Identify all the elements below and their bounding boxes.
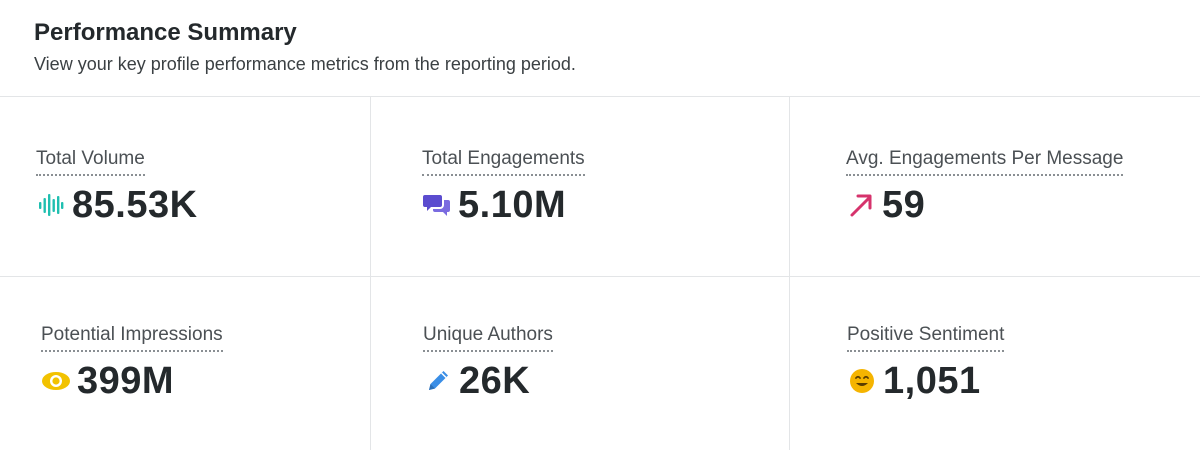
trend-arrow-up-icon [846,190,876,220]
metric-label[interactable]: Positive Sentiment [847,323,1005,352]
metric-value: 85.53K [72,184,198,226]
metric-card-total-volume: Total Volume [0,97,371,277]
metric-card-potential-impressions: Potential Impressions 399M [0,277,371,450]
metric-label[interactable]: Total Volume [36,147,145,176]
metric-label[interactable]: Avg. Engagements Per Message [846,147,1124,176]
page-title: Performance Summary [34,19,297,46]
metric-label[interactable]: Potential Impressions [41,323,223,352]
eye-icon [41,366,71,396]
metric-card-total-engagements: Total Engagements 5.10M [371,97,790,277]
metric-value: 5.10M [458,184,567,226]
metric-value: 399M [77,360,175,402]
metric-card-unique-authors: Unique Authors 26K [371,277,790,450]
metric-label[interactable]: Unique Authors [423,323,553,352]
page-subtitle: View your key profile performance metric… [34,54,576,74]
metric-card-positive-sentiment: Positive Sentiment 1,051 [790,277,1200,450]
metric-value: 59 [882,184,926,226]
panel-header: Performance Summary View your key profil… [34,18,576,76]
metric-value: 26K [459,360,531,402]
metrics-grid: Total Volume [0,96,1200,450]
smiley-face-icon [847,366,877,396]
metric-card-avg-engagements: Avg. Engagements Per Message 59 [790,97,1200,277]
sound-wave-icon [36,190,66,220]
metric-value: 1,051 [883,360,981,402]
pencil-icon [423,366,453,396]
chat-bubbles-icon [422,190,452,220]
metric-label[interactable]: Total Engagements [422,147,585,176]
